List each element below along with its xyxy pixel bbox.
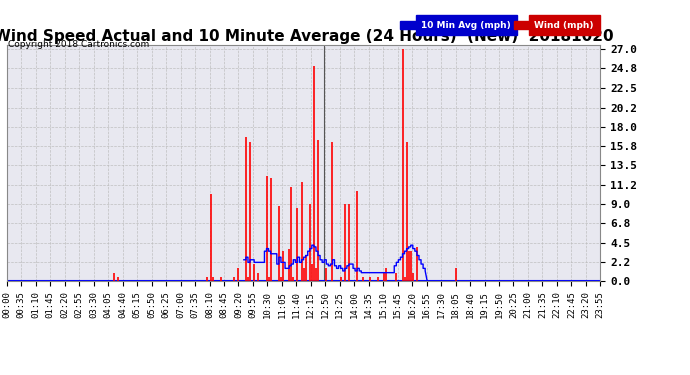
Title: Wind Speed Actual and 10 Minute Average (24 Hours)  (New)  20181020: Wind Speed Actual and 10 Minute Average … <box>0 29 613 44</box>
Legend: 10 Min Avg (mph), Wind (mph): 10 Min Avg (mph), Wind (mph) <box>399 19 595 32</box>
Text: Copyright 2018 Cartronics.com: Copyright 2018 Cartronics.com <box>8 40 150 49</box>
